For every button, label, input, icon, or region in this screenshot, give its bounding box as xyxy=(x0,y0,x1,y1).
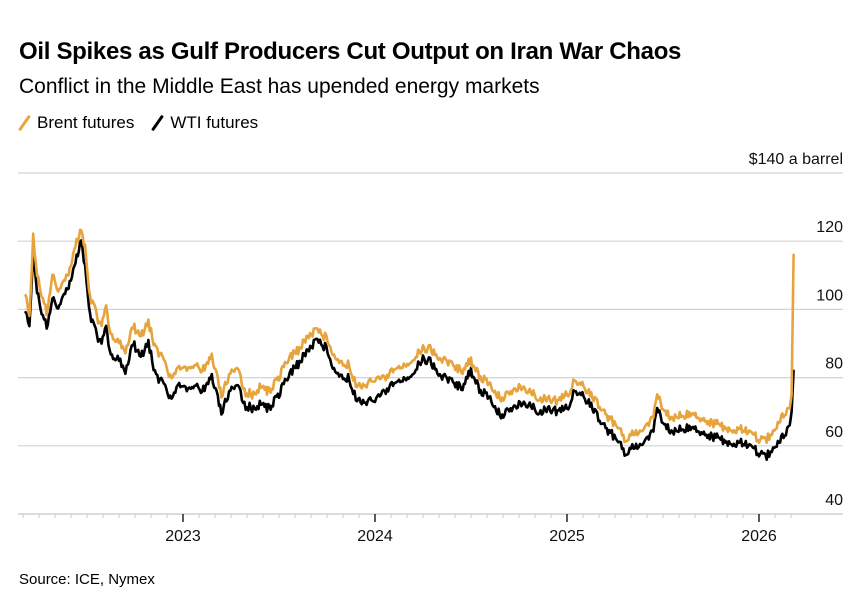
y-tick-label-140: $140 a barrel xyxy=(749,151,843,168)
y-tick-label-100: 100 xyxy=(816,287,843,304)
legend-item-wti: WTI futures xyxy=(152,113,258,133)
x-tick-label-2024: 2024 xyxy=(357,528,393,545)
y-axis-labels: 40 60 80 100 120 $140 a barrel xyxy=(749,151,843,509)
chart-title: Oil Spikes as Gulf Producers Cut Output … xyxy=(19,38,682,65)
y-tick-label-40: 40 xyxy=(825,492,843,509)
source-note: Source: ICE, Nymex xyxy=(19,571,155,588)
wti-line xyxy=(24,239,795,461)
series-lines xyxy=(24,228,795,461)
x-axis: 2023 2024 2025 2026 xyxy=(18,513,843,545)
x-tick-label-2026: 2026 xyxy=(741,528,777,545)
legend: Brent futures WTI futures xyxy=(19,113,258,133)
y-tick-label-120: 120 xyxy=(816,219,843,236)
x-tick-label-2023: 2023 xyxy=(165,528,201,545)
legend-label-wti: WTI futures xyxy=(170,113,259,132)
legend-label-brent: Brent futures xyxy=(37,113,135,132)
x-tick-label-2025: 2025 xyxy=(549,528,585,545)
gridlines xyxy=(18,172,843,447)
chart-subtitle: Conflict in the Middle East has upended … xyxy=(19,75,540,98)
y-tick-label-80: 80 xyxy=(825,356,843,373)
y-tick-label-60: 60 xyxy=(825,424,843,441)
legend-item-brent: Brent futures xyxy=(19,113,134,133)
brent-line xyxy=(24,228,795,445)
